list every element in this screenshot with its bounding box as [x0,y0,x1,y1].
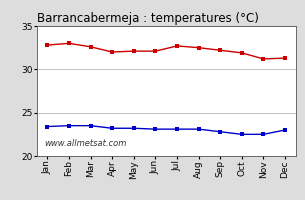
Text: Barrancabermeja : temperatures (°C): Barrancabermeja : temperatures (°C) [37,12,258,25]
Text: www.allmetsat.com: www.allmetsat.com [45,139,127,148]
